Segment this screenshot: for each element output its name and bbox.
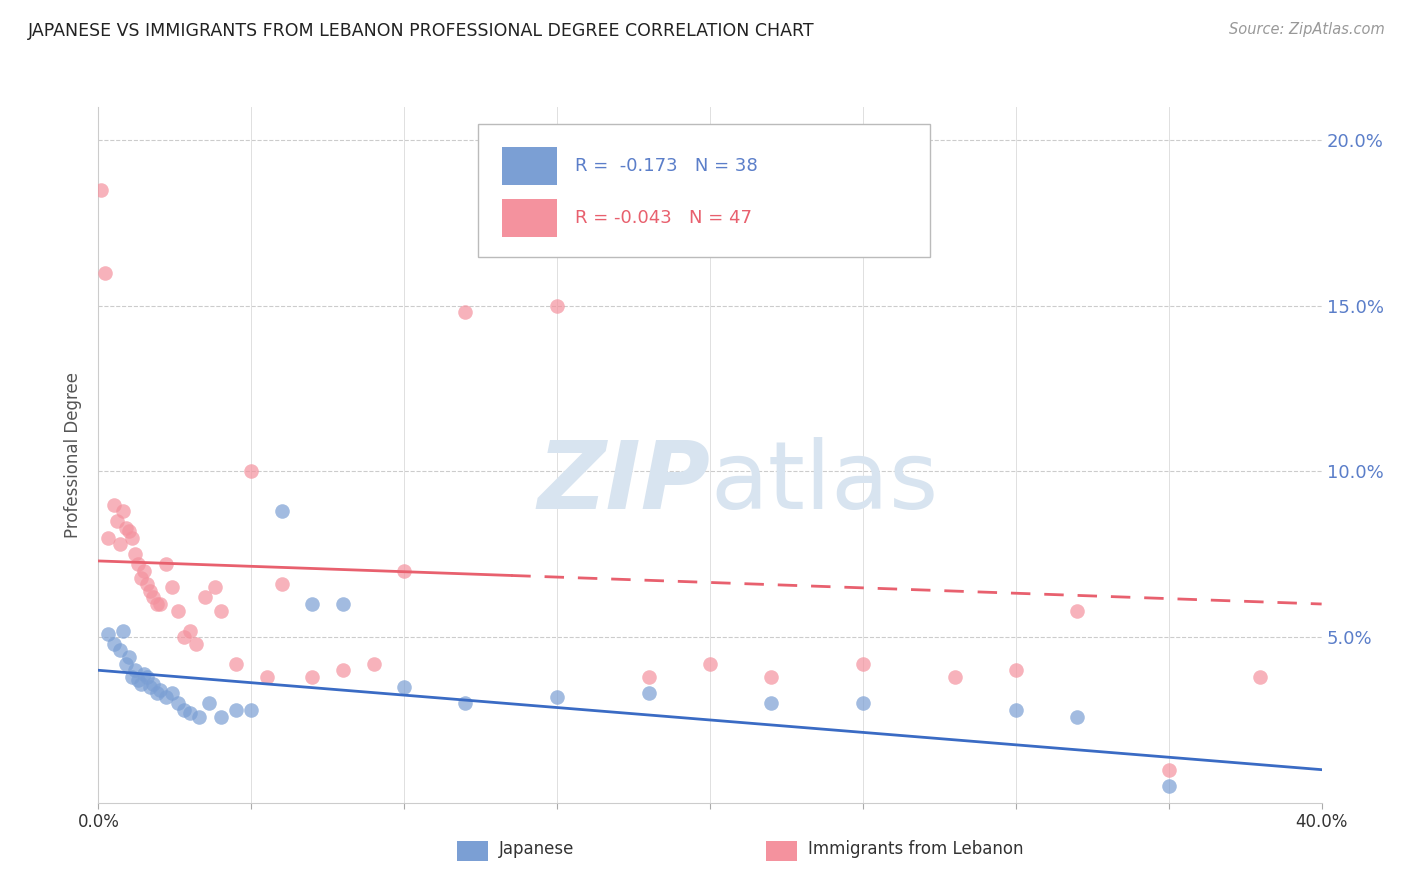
Text: Immigrants from Lebanon: Immigrants from Lebanon [808,840,1024,858]
Point [127,673,149,688]
Point [136,577,159,591]
Point [392,680,416,694]
Point [121,531,143,545]
Point [97,627,120,641]
Point [124,547,146,561]
FancyBboxPatch shape [478,124,931,257]
Point [637,670,661,684]
Point [546,690,568,704]
Point [129,676,152,690]
Text: JAPANESE VS IMMIGRANTS FROM LEBANON PROFESSIONAL DEGREE CORRELATION CHART: JAPANESE VS IMMIGRANTS FROM LEBANON PROF… [28,22,814,40]
Point [363,657,385,671]
Point [759,697,782,711]
Point [1066,604,1088,618]
Point [118,650,141,665]
Point [103,637,125,651]
Text: atlas: atlas [710,437,938,529]
Point [103,498,125,512]
Point [179,624,201,638]
Point [1157,763,1180,777]
Point [240,465,263,479]
Point [105,514,128,528]
Point [108,537,131,551]
Point [149,683,172,698]
Point [759,670,782,684]
Point [160,686,183,700]
Point [108,643,131,657]
Point [118,524,141,538]
Point [145,686,167,700]
Y-axis label: Professional Degree: Professional Degree [65,372,83,538]
Point [134,564,156,578]
Point [209,709,232,723]
Point [270,504,292,518]
Point [204,581,226,595]
Point [197,697,219,711]
Point [332,597,354,611]
Point [121,670,143,684]
Text: R =  -0.173   N = 38: R = -0.173 N = 38 [575,157,758,175]
Point [256,670,278,684]
Point [142,591,165,605]
Point [115,521,138,535]
Point [115,657,138,671]
Point [943,670,966,684]
Point [699,657,721,671]
Point [173,630,195,644]
Point [1004,663,1026,677]
Point [139,583,162,598]
Point [111,624,134,638]
Point [546,299,568,313]
Point [301,670,323,684]
Point [270,577,292,591]
Point [127,558,149,572]
Text: Source: ZipAtlas.com: Source: ZipAtlas.com [1229,22,1385,37]
Point [111,504,134,518]
Text: ZIP: ZIP [537,437,710,529]
Point [1249,670,1271,684]
FancyBboxPatch shape [502,147,557,186]
Point [173,703,195,717]
Point [301,597,323,611]
Point [167,697,190,711]
Point [392,564,416,578]
Point [142,676,165,690]
Point [155,558,177,572]
Text: Japanese: Japanese [499,840,575,858]
Point [179,706,201,721]
Point [186,637,208,651]
Point [225,703,247,717]
Point [90,183,112,197]
Point [454,305,477,319]
Point [1004,703,1026,717]
Point [332,663,354,677]
Point [160,581,183,595]
Text: R = -0.043   N = 47: R = -0.043 N = 47 [575,210,752,227]
Point [225,657,247,671]
Point [97,531,120,545]
FancyBboxPatch shape [502,199,557,237]
Point [1157,779,1180,793]
Point [194,591,217,605]
Point [209,604,232,618]
Point [167,604,190,618]
Point [155,690,177,704]
Point [852,697,875,711]
Point [149,597,172,611]
Point [188,709,211,723]
Point [637,686,661,700]
Point [240,703,263,717]
Point [1066,709,1088,723]
Point [124,663,146,677]
Point [139,680,162,694]
Point [852,657,875,671]
Point [93,266,115,280]
Point [129,570,152,584]
Point [134,666,156,681]
Point [145,597,167,611]
Point [136,670,159,684]
Point [454,697,477,711]
